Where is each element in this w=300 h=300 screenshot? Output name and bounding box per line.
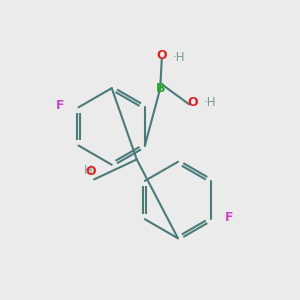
Text: O: O — [157, 49, 167, 62]
Text: B: B — [156, 82, 165, 95]
Text: O: O — [86, 165, 96, 178]
Text: ·H: ·H — [173, 51, 185, 64]
Text: F: F — [225, 211, 234, 224]
Text: F: F — [56, 99, 64, 112]
Text: H: H — [84, 164, 93, 177]
Text: ·H: ·H — [204, 95, 216, 109]
Text: O: O — [188, 96, 198, 110]
